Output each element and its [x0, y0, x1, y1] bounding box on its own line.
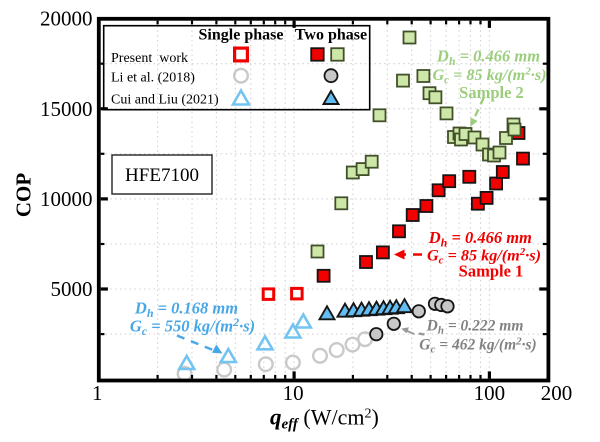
svg-text:100: 100	[474, 381, 506, 405]
svg-text:Sample 1: Sample 1	[459, 262, 524, 281]
svg-text:HFE7100: HFE7100	[125, 165, 199, 186]
svg-text:Dh = 0.466 mm: Dh = 0.466 mm	[428, 228, 532, 249]
svg-text:qeff (W/cm2): qeff (W/cm2)	[270, 405, 379, 433]
svg-text:Gc = 85 kg/(m2·s): Gc = 85 kg/(m2·s)	[427, 246, 541, 267]
svg-text:Gc = 550 kg/(m2·s): Gc = 550 kg/(m2·s)	[130, 315, 255, 338]
svg-text:Present work: Present work	[111, 51, 188, 66]
svg-text:Single phase: Single phase	[199, 27, 284, 44]
svg-text:1: 1	[92, 381, 103, 405]
svg-text:Gc = 462 kg/(m2·s): Gc = 462 kg/(m2·s)	[419, 335, 536, 355]
svg-text:Dh = 0.466 mm: Dh = 0.466 mm	[436, 47, 540, 68]
svg-text:20000: 20000	[40, 7, 93, 31]
svg-text:COP: COP	[12, 173, 36, 218]
svg-text:Gc = 85 kg/(m2·s): Gc = 85 kg/(m2·s)	[432, 66, 546, 87]
svg-text:5000: 5000	[51, 277, 93, 301]
svg-text:200: 200	[541, 381, 573, 405]
svg-text:Two phase: Two phase	[295, 27, 367, 44]
svg-text:Dh = 0.168 mm: Dh = 0.168 mm	[134, 299, 238, 320]
svg-text:Li et al. (2018): Li et al. (2018)	[111, 71, 195, 86]
svg-text:10000: 10000	[40, 187, 93, 211]
svg-text:Sample 2: Sample 2	[459, 83, 524, 102]
svg-text:Cui and Liu (2021): Cui and Liu (2021)	[111, 93, 219, 108]
svg-text:15000: 15000	[40, 97, 93, 121]
svg-text:10: 10	[283, 381, 304, 405]
svg-text:Dh = 0.222 mm: Dh = 0.222 mm	[426, 318, 524, 337]
